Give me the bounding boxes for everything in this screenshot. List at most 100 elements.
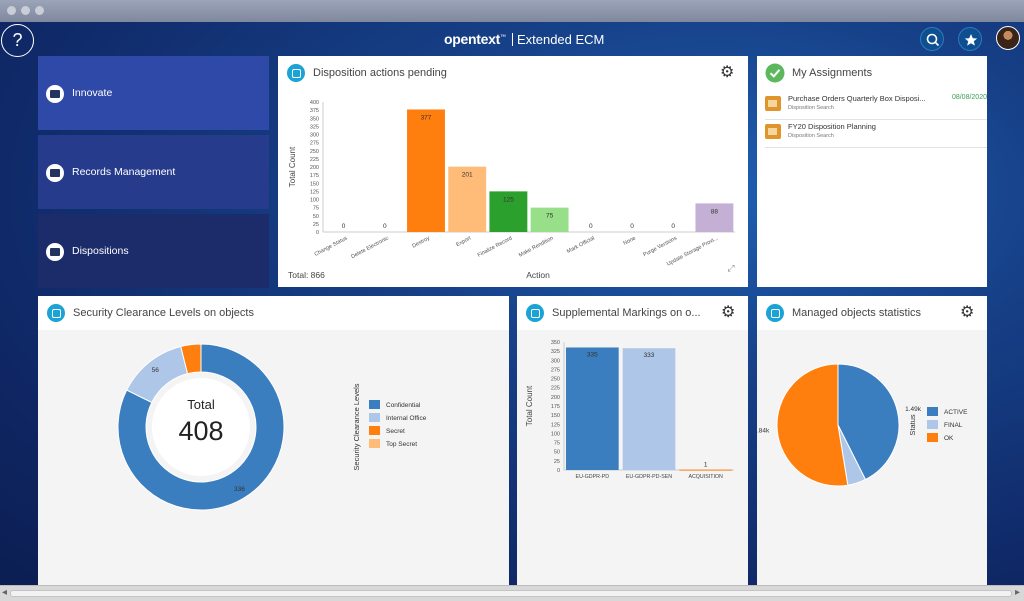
x-tick-label: Finalize Record [477,235,514,258]
bar-value-label: 335 [587,351,598,358]
card-body: 0 25 50 75 100 125 150 175 200 225 250 275 300 325 350… [278,90,748,287]
x-tick-label: Delete Electronic [350,235,390,260]
window-minimize-button[interactable] [21,6,30,15]
checkmark-icon [765,63,785,83]
tile-label: Records Management [72,166,176,178]
card-title: Supplemental Markings on o... [552,307,701,319]
favorites-button[interactable] [958,27,982,51]
card-title: Disposition actions pending [313,67,447,79]
help-button[interactable]: ? [1,24,34,57]
tile-innovate[interactable]: Innovate [38,56,269,130]
window-close-button[interactable] [7,6,16,15]
bar-value-label: 0 [630,223,634,230]
donut-center-label: Total [187,397,215,412]
card-title: My Assignments [792,67,873,79]
tile-dispositions[interactable]: Dispositions [38,214,269,288]
bar [622,348,676,470]
y-tick-label: 125 [551,422,560,428]
scroll-left-icon[interactable]: ◂ [2,587,8,598]
bar [530,207,569,232]
bar [679,469,733,471]
x-tick-label: EU-GDPR-PD-SEN [626,474,672,480]
bar-value-label: 333 [644,352,655,359]
legend-label: ACTIVE [944,409,968,416]
widget-icon [287,64,305,82]
slice-value-label: 336 [234,486,245,493]
folder-icon [46,164,64,182]
legend-swatch [369,426,380,435]
slice-value-label: 1.49k [905,406,922,413]
card-body: Purchase Orders Quarterly Box Disposi...… [757,90,987,287]
disposition-search-icon [765,96,781,111]
legend-swatch [927,433,938,442]
y-tick-label: 75 [554,441,560,447]
brand-logo: opentext™ Extended ECM [444,31,604,47]
assignment-subtitle: Disposition Search [788,133,834,139]
y-tick-label: 275 [551,367,560,373]
assignment-item[interactable]: Purchase Orders Quarterly Box Disposi...… [765,94,987,120]
search-icon [926,33,940,47]
legend-label: Top Secret [386,441,417,448]
y-tick-label: 225 [310,157,319,163]
y-tick-label: 100 [310,198,319,204]
card-header: Supplemental Markings on o... ⚙ [517,296,748,330]
donut-slice [180,343,202,375]
y-tick-label: 275 [310,141,319,147]
supplemental-bar-chart: 0 25 50 75 100 125 150 175 200 225 250 275 300 325 350… [525,340,734,480]
window-titlebar [0,0,1024,22]
y-tick-label: 250 [551,377,560,383]
bar-value-label: 88 [711,208,719,215]
scrollbar-thumb[interactable] [10,590,1012,597]
legend-label: FINAL [944,422,963,429]
tile-records-management[interactable]: Records Management [38,135,269,209]
legend-label: Internal Office [386,415,427,422]
expand-icon[interactable]: ⤢ [726,263,734,273]
bar-value-label: 125 [503,196,514,203]
managed-card: Managed objects statistics ⚙ 1.49k 1.84k S… [753,296,987,585]
legend-swatch [369,439,380,448]
x-tick-label: Change Status [314,235,349,257]
widget-icon [766,304,784,322]
scroll-right-icon[interactable]: ▸ [1015,587,1021,598]
y-tick-label: 25 [554,459,560,465]
bar [407,109,445,232]
gear-icon[interactable]: ⚙ [721,304,736,321]
window-maximize-button[interactable] [35,6,44,15]
avatar[interactable] [996,26,1020,50]
y-tick-label: 25 [313,222,319,228]
search-button[interactable] [920,27,944,51]
x-axis-title: Action [526,270,550,280]
gear-icon[interactable]: ⚙ [720,64,735,81]
bar-value-label: 75 [546,213,554,220]
bar-value-label: 0 [383,223,387,230]
x-tick-label: EU-GDPR-PD [576,474,610,480]
y-tick-label: 100 [551,431,560,437]
assignment-item[interactable]: FY20 Disposition Planning Disposition Se… [765,122,987,148]
donut-center-value: 408 [178,416,223,446]
gear-icon[interactable]: ⚙ [960,304,975,321]
x-tick-label: Mark Official [566,235,596,255]
bar-value-label: 201 [462,172,473,179]
y-tick-label: 325 [310,124,319,130]
card-header: Managed objects statistics ⚙ [757,296,987,330]
folder-icon [46,85,64,103]
x-tick-label: ACQUISITION [688,474,723,480]
legend-label: Secret [386,428,405,435]
security-card: Security Clearance Levels on objects 336… [38,296,509,585]
assignment-subtitle: Disposition Search [788,105,834,111]
legend-swatch [369,413,380,422]
y-tick-label: 300 [310,133,319,139]
horizontal-scrollbar[interactable]: ◂ ▸ [0,585,1024,601]
card-body: 1.49k 1.84k Status ACTIVE FINAL OK [753,330,987,585]
disposition-card: Disposition actions pending ⚙ 0 25 50 75 100… [278,56,748,287]
slice-value-label: 56 [152,367,160,374]
brand-product: Extended ECM [516,32,605,47]
legend-label: OK [944,435,954,442]
tile-label: Innovate [72,87,113,99]
brand-logo-text: opentext [444,31,500,47]
y-tick-label: 375 [310,108,319,114]
managed-pie-chart: 1.49k 1.84k Status ACTIVE FINAL OK [753,363,968,487]
pie-slice [837,363,900,481]
legend-swatch [927,407,938,416]
x-tick-label: Export [455,235,472,248]
